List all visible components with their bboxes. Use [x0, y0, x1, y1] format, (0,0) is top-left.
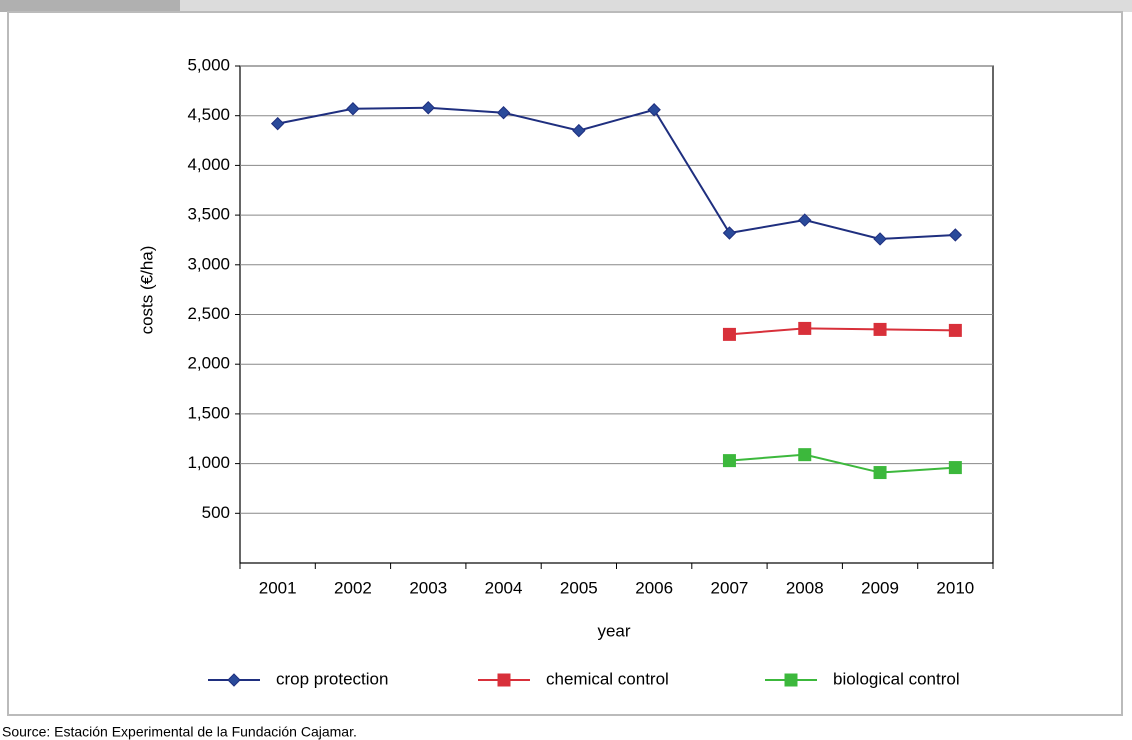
- y-tick-label: 3,000: [187, 254, 230, 273]
- y-tick-label: 5,000: [187, 55, 230, 74]
- y-tick-label: 500: [202, 503, 230, 522]
- data-point: [873, 466, 887, 480]
- y-tick-label: 3,500: [187, 205, 230, 224]
- x-tick-label: 2001: [259, 578, 297, 597]
- data-point: [421, 101, 435, 115]
- data-point: [948, 228, 963, 242]
- series-line: [729, 453, 956, 474]
- x-tick-label: 2002: [334, 578, 372, 597]
- data-point: [722, 327, 736, 341]
- data-point: [873, 322, 887, 336]
- x-axis-title: year: [597, 621, 630, 640]
- x-tick-label: 2007: [711, 578, 749, 597]
- legend-marker: [227, 673, 241, 687]
- x-tick-label: 2008: [786, 578, 824, 597]
- series-line: [729, 327, 956, 336]
- data-point: [798, 213, 812, 227]
- data-point: [722, 226, 737, 240]
- data-point: [722, 454, 736, 468]
- y-tick-label: 4,500: [187, 105, 230, 124]
- y-tick-label: 4,000: [187, 155, 230, 174]
- header-band: [0, 0, 180, 12]
- x-tick-label: 2004: [485, 578, 523, 597]
- data-point: [798, 448, 812, 462]
- frame: [7, 11, 1123, 716]
- x-tick-label: 2006: [635, 578, 673, 597]
- header-band: [180, 0, 1132, 12]
- data-point: [873, 232, 887, 246]
- data-point: [798, 321, 812, 335]
- data-point: [647, 103, 661, 117]
- data-point: [572, 123, 586, 138]
- source-note: Source: Estación Experimental de la Fund…: [2, 724, 357, 740]
- y-tick-label: 1,000: [187, 453, 230, 472]
- y-axis-title: costs (€/ha): [137, 246, 156, 335]
- legend-label: crop protection: [276, 669, 388, 688]
- x-tick-label: 2009: [861, 578, 899, 597]
- legend-label: biological control: [833, 669, 960, 688]
- data-point: [346, 102, 360, 116]
- legend-marker: [784, 673, 798, 687]
- series-line: [277, 106, 956, 240]
- data-point: [948, 461, 962, 475]
- data-point: [270, 116, 285, 131]
- y-tick-label: 2,500: [187, 304, 230, 323]
- x-tick-label: 2005: [560, 578, 598, 597]
- legend-marker: [497, 673, 511, 687]
- data-point: [496, 106, 511, 120]
- y-tick-label: 2,000: [187, 354, 230, 373]
- x-tick-label: 2003: [409, 578, 447, 597]
- legend-label: chemical control: [546, 669, 669, 688]
- x-tick-label: 2010: [936, 578, 974, 597]
- data-point: [948, 323, 962, 337]
- y-tick-label: 1,500: [187, 403, 230, 422]
